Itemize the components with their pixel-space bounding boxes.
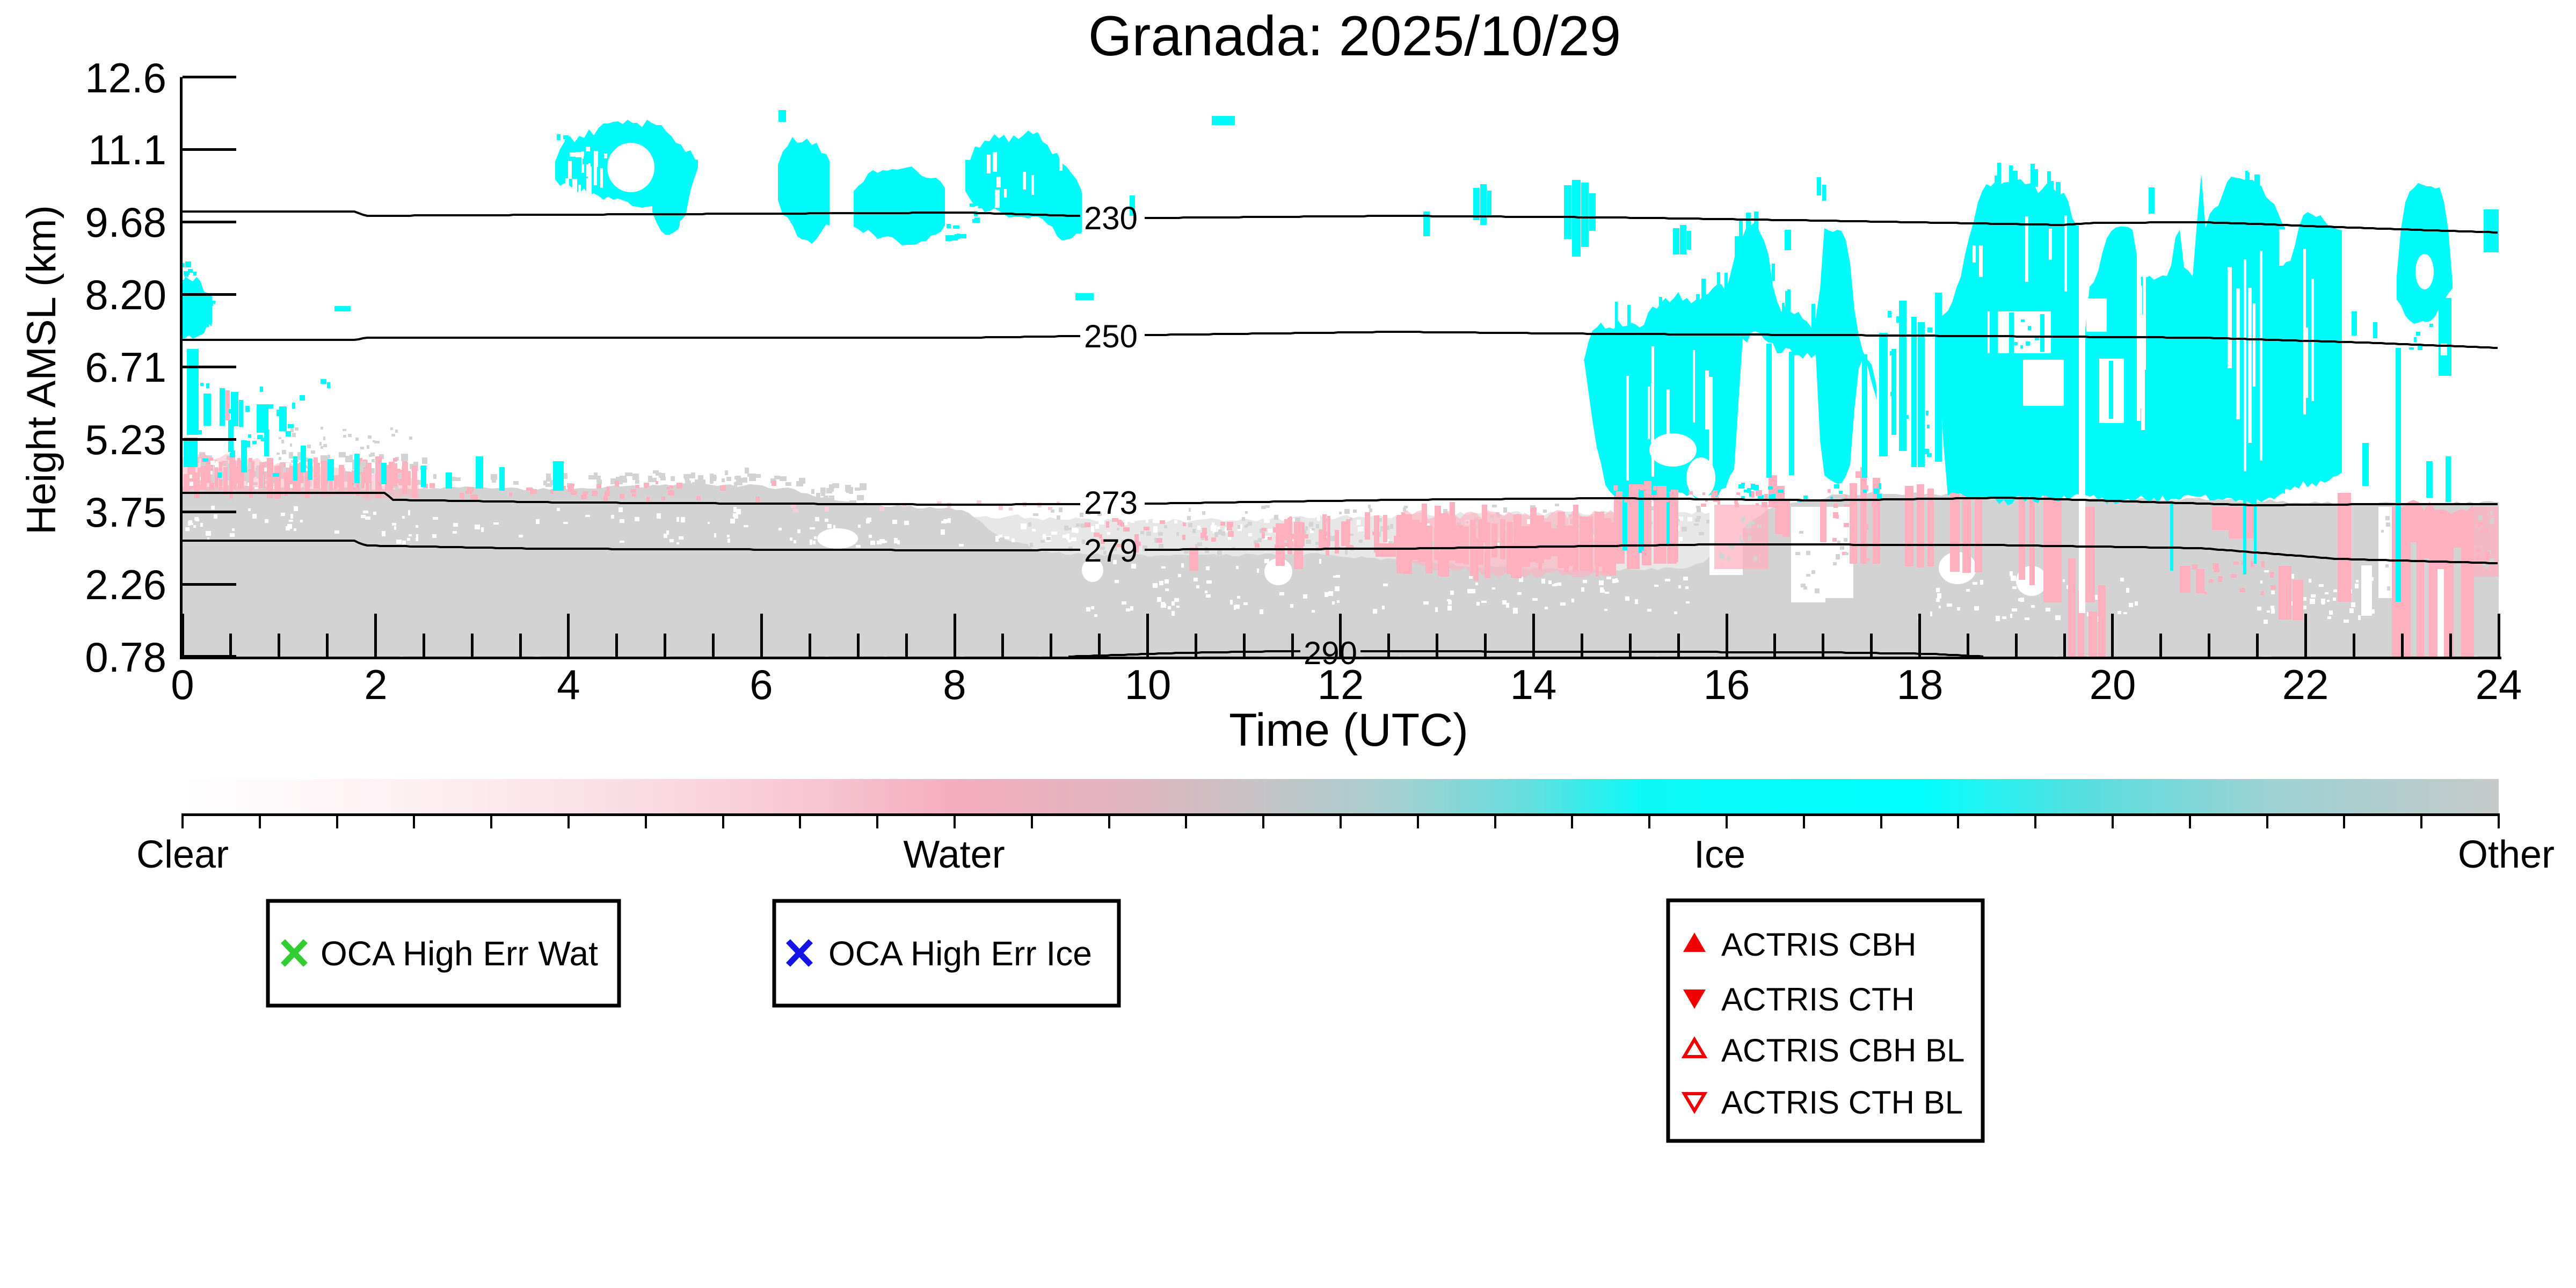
svg-text:OCA High Err Wat: OCA High Err Wat	[321, 934, 598, 973]
svg-text:Water: Water	[903, 833, 1005, 876]
svg-text:9.68: 9.68	[85, 199, 166, 246]
svg-text:Granada: 2025/10/29: Granada: 2025/10/29	[1088, 5, 1621, 68]
svg-text:2: 2	[364, 661, 387, 708]
svg-text:14: 14	[1510, 661, 1557, 708]
svg-text:Clear: Clear	[136, 833, 229, 876]
svg-text:20: 20	[2090, 661, 2136, 708]
svg-text:6: 6	[749, 661, 773, 708]
svg-text:6.71: 6.71	[85, 344, 166, 391]
svg-text:5.23: 5.23	[85, 416, 166, 463]
svg-text:24: 24	[2476, 661, 2522, 708]
svg-text:0.78: 0.78	[85, 634, 166, 681]
svg-text:279: 279	[1084, 533, 1138, 569]
svg-text:16: 16	[1704, 661, 1750, 708]
svg-text:290: 290	[1304, 635, 1357, 671]
svg-text:12.6: 12.6	[85, 54, 166, 101]
svg-text:250: 250	[1084, 318, 1138, 354]
svg-text:3.75: 3.75	[85, 489, 166, 536]
svg-text:11.1: 11.1	[88, 126, 166, 173]
svg-text:230: 230	[1084, 200, 1138, 236]
svg-text:0: 0	[171, 661, 194, 708]
svg-text:22: 22	[2282, 661, 2329, 708]
svg-text:ACTRIS CTH: ACTRIS CTH	[1721, 981, 1915, 1017]
svg-text:273: 273	[1084, 485, 1138, 521]
svg-text:12: 12	[1318, 661, 1364, 708]
svg-text:10: 10	[1125, 661, 1171, 708]
svg-text:4: 4	[557, 661, 580, 708]
svg-text:ACTRIS CBH BL: ACTRIS CBH BL	[1721, 1032, 1964, 1068]
svg-text:ACTRIS CBH: ACTRIS CBH	[1721, 927, 1916, 963]
svg-text:2.26: 2.26	[85, 561, 166, 608]
svg-text:ACTRIS CTH BL: ACTRIS CTH BL	[1721, 1085, 1963, 1120]
svg-text:18: 18	[1897, 661, 1944, 708]
svg-text:Time (UTC): Time (UTC)	[1229, 704, 1468, 756]
svg-text:Other: Other	[2458, 833, 2555, 876]
svg-text:8: 8	[943, 661, 966, 708]
svg-text:8.20: 8.20	[85, 271, 166, 318]
svg-text:Height AMSL (km): Height AMSL (km)	[19, 205, 64, 535]
svg-text:OCA High Err Ice: OCA High Err Ice	[828, 934, 1092, 973]
svg-text:Ice: Ice	[1694, 833, 1745, 876]
